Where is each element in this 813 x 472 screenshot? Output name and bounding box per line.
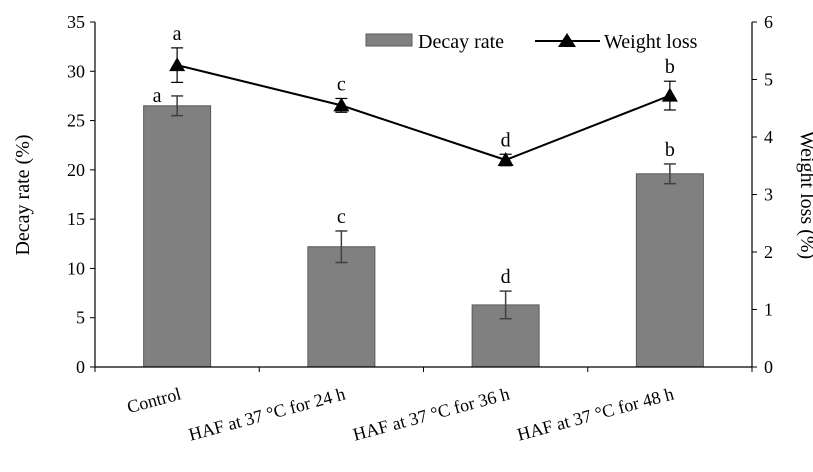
line-marker-triangle [169,57,186,72]
axes: 0 5 10 15 20 25 30 35 0 1 2 3 4 5 6 [67,12,773,377]
x-category-label: HAF at 37 °C for 48 h [515,384,676,445]
y-tick-label: 5 [76,308,85,328]
y2-tick-label: 1 [764,300,773,320]
legend-label-decay-rate: Decay rate [418,31,504,53]
bar-decay-rate [307,246,376,368]
y-tick-label: 0 [76,357,85,377]
legend-label-weight-loss: Weight loss [604,31,698,53]
line-significance-label: a [173,23,182,45]
line-marker-triangle [333,97,350,112]
legend-marker-weight-loss [558,33,576,47]
legend-swatch-decay-rate [365,33,413,47]
y2-tick-label: 3 [764,185,773,205]
x-category-label: HAF at 37 °C for 36 h [351,384,512,445]
y2-tick-label: 5 [764,70,773,90]
legend: Decay rate Weight loss [365,31,698,53]
y2-tick-label: 6 [764,12,773,32]
bar-significance-label: b [665,139,675,161]
bar-layer [143,105,704,368]
line-layer [169,47,678,167]
y-tick-label: 30 [67,61,85,81]
line-significance-label: d [501,129,511,151]
y-tick-label: 35 [67,12,85,32]
bar-decay-rate [635,173,704,368]
y2-tick-label: 4 [764,127,773,147]
bar-decay-rate [143,105,212,368]
line-significance-label: c [337,73,346,95]
y-tick-label: 25 [67,111,85,131]
bar-significance-label: c [337,206,346,228]
y-axis-title: Decay rate (%) [12,134,34,255]
y-tick-label: 20 [67,160,85,180]
bar-significance-label: a [153,85,162,107]
line-marker-triangle [497,152,514,166]
y2-axis-title: Weight loss (%) [796,131,813,259]
x-category-label: HAF at 37 °C for 24 h [187,384,348,445]
line-weight-loss [176,64,671,162]
y-tick-label: 15 [67,209,85,229]
bar-significance-label: d [501,266,511,288]
line-marker-triangle [661,87,678,102]
y-tick-label: 10 [67,258,85,278]
bar-error-layer [171,95,676,320]
y2-tick-label: 2 [764,242,773,262]
y2-tick-label: 0 [764,357,773,377]
line-significance-label: b [665,56,675,78]
x-category-label: Control [125,384,183,418]
